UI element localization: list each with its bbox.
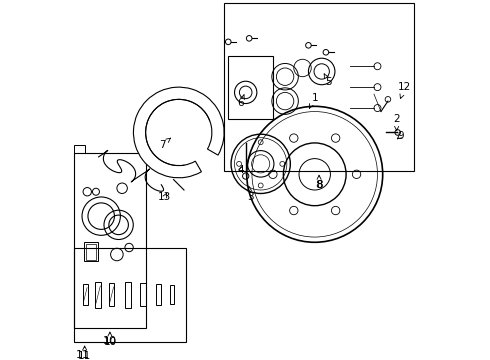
Bar [109, 283, 114, 306]
Bar [125, 282, 131, 308]
Text: 9: 9 [397, 131, 404, 141]
Text: 5: 5 [324, 74, 332, 87]
Bar [170, 285, 174, 304]
Text: 6: 6 [238, 95, 245, 108]
Text: 13: 13 [158, 192, 172, 202]
Text: 12: 12 [398, 82, 411, 99]
Text: 7: 7 [159, 138, 171, 150]
Text: 10: 10 [103, 336, 117, 346]
Text: 11: 11 [76, 350, 90, 360]
Bar [141, 283, 146, 306]
Bar [86, 244, 96, 260]
Text: 2: 2 [393, 113, 400, 131]
Bar [74, 145, 85, 153]
Bar [74, 153, 146, 328]
Text: 8: 8 [316, 175, 322, 190]
Bar [83, 284, 88, 305]
Text: 4: 4 [238, 165, 244, 175]
Bar [84, 242, 98, 261]
Text: 11: 11 [78, 346, 91, 360]
Bar [224, 4, 414, 171]
Bar [156, 284, 161, 305]
Text: 8: 8 [316, 180, 322, 189]
Text: 3: 3 [247, 186, 253, 202]
Bar [95, 282, 101, 308]
Text: 1: 1 [309, 93, 318, 108]
Text: 10: 10 [103, 332, 117, 347]
Bar [74, 248, 186, 342]
Wedge shape [133, 87, 224, 178]
Bar [227, 56, 273, 118]
